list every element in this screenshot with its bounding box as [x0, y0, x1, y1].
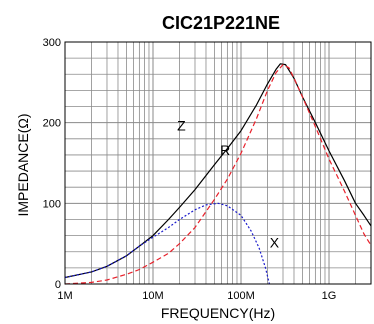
series-line-r — [64, 63, 372, 285]
y-tick-label: 0 — [55, 279, 61, 291]
y-tick-label: 200 — [43, 118, 61, 130]
grid-lines — [64, 41, 372, 285]
y-tick-label: 100 — [43, 198, 61, 210]
series-lines — [64, 63, 372, 285]
series-line-x — [64, 202, 270, 285]
x-tick-label: 10M — [142, 290, 163, 302]
x-tick-label: 1G — [322, 290, 337, 302]
tick-labels: 1M 10M 100M 1G 0 100 200 300 — [43, 37, 337, 302]
series-label-z: Z — [177, 118, 186, 134]
y-tick-label: 300 — [43, 37, 61, 49]
series-labels: Z R X — [177, 118, 280, 251]
chart-title: CIC21P221NE — [162, 13, 280, 33]
x-axis-label: FREQUENCY(Hz) — [161, 305, 275, 321]
series-label-r: R — [220, 142, 230, 158]
series-label-x: X — [270, 235, 280, 251]
plot-frame — [64, 41, 372, 285]
y-axis-label: IMPEDANCE(Ω) — [15, 113, 31, 216]
x-tick-label: 100M — [227, 290, 255, 302]
x-tick-label: 1M — [57, 290, 72, 302]
